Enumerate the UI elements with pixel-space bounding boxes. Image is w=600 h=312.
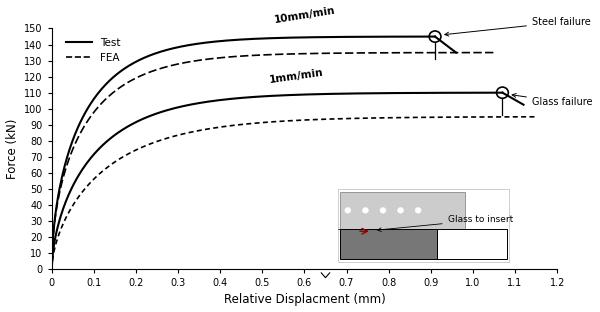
X-axis label: Relative Displacment (mm): Relative Displacment (mm) <box>224 294 385 306</box>
Ellipse shape <box>380 207 386 213</box>
Text: Glass to insert: Glass to insert <box>377 216 513 232</box>
Legend: Test, FEA: Test, FEA <box>62 34 125 67</box>
Y-axis label: Force (kN): Force (kN) <box>5 119 19 179</box>
Bar <box>338 189 509 262</box>
Bar <box>340 192 464 229</box>
Bar <box>340 229 437 259</box>
Ellipse shape <box>398 207 404 213</box>
Bar <box>437 229 506 259</box>
Text: 10mm/min: 10mm/min <box>273 6 336 25</box>
Ellipse shape <box>345 207 351 213</box>
Text: 1mm/min: 1mm/min <box>268 67 324 85</box>
Ellipse shape <box>415 207 421 213</box>
Text: Steel failure: Steel failure <box>445 17 590 36</box>
Text: Glass failure: Glass failure <box>512 94 592 107</box>
Ellipse shape <box>362 207 368 213</box>
